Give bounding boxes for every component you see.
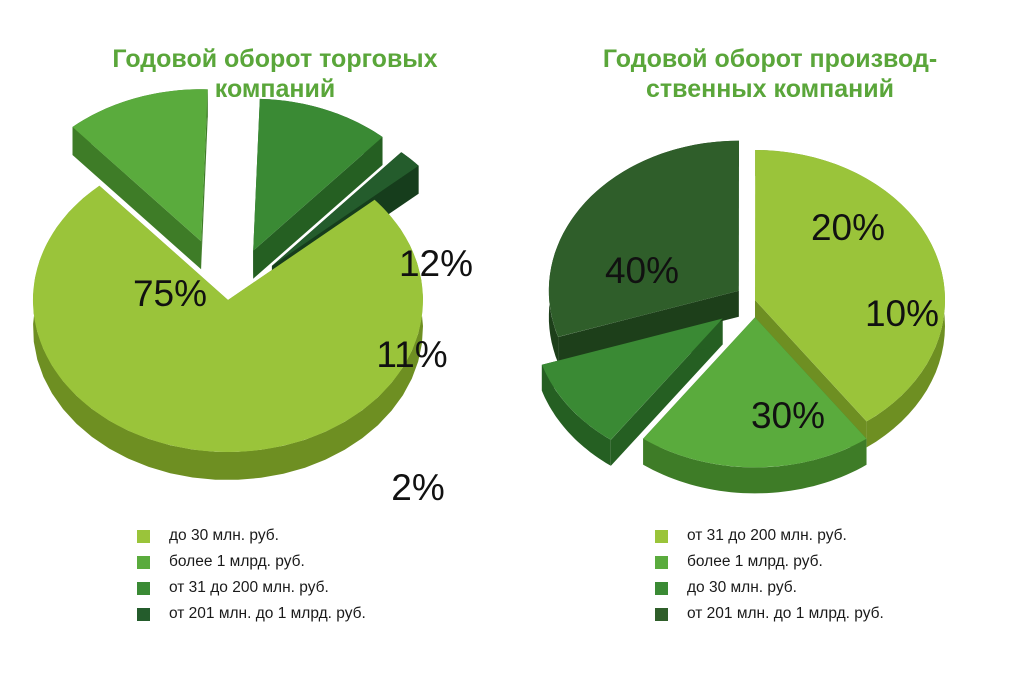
pie-0-slice-1-edge-0 [72,126,202,270]
legend-label: от 31 до 200 млн. руб. [687,527,847,544]
legend-swatch [137,555,150,569]
pie-1-slice-3-edge-0 [558,290,739,363]
legend-swatch [137,607,150,621]
pie-0-slice-0 [32,185,423,452]
left-pie-chart: 75% 12% 11% 2% [32,89,473,508]
legend-swatch [655,581,668,595]
pie-1-slice-1 [643,317,867,468]
pie-0-slice-3 [271,152,419,266]
pie-1-slice-0-label: 40% [605,250,679,291]
pie-1-slice-1-label: 20% [811,207,885,248]
pie-1-slice-3-label: 30% [751,395,825,436]
right-chart-title: Годовой оборот производ- ственных компан… [602,45,938,103]
legend-swatch [655,555,668,569]
legend-swatch [655,529,668,543]
legend-1-item-0: от 31 до 200 млн. руб. [655,523,884,549]
legend-0-item-1: более 1 млрд. руб. [137,549,366,575]
legend-1-item-2: до 30 млн. руб. [655,575,884,601]
pie-1-slice-2-label: 10% [865,293,939,334]
legend-0-item-0: до 30 млн. руб. [137,523,366,549]
legend-swatch [137,581,150,595]
pie-0-slice-0-label: 75% [133,273,207,314]
pie-1-slice-2-side [541,364,611,466]
legend-0-item-3: от 201 млн. до 1 млрд. руб. [137,601,366,627]
legend-swatch [137,529,150,543]
left-chart-title: Годовой оборот торговых компаний [112,45,438,103]
pie-1-slice-1-side [643,438,867,494]
legend-label: до 30 млн. руб. [687,579,797,596]
left-legend: до 30 млн. руб. более 1 млрд. руб. от 31 д… [137,523,366,627]
pie-0-slice-2-label: 11% [376,334,447,375]
pie-0-slice-2 [253,98,383,251]
right-legend: от 31 до 200 млн. руб. более 1 млрд. руб.… [655,523,884,627]
pie-0-slice-1 [72,89,208,242]
pie-0-slice-1-edge-1 [201,89,208,270]
legend-label: от 201 млн. до 1 млрд. руб. [687,605,884,622]
pie-1-slice-0 [755,150,946,422]
legend-1-item-1: более 1 млрд. руб. [655,549,884,575]
legend-label: от 201 млн. до 1 млрд. руб. [169,605,366,622]
legend-label: более 1 млрд. руб. [169,553,305,570]
pie-1-slice-3 [548,140,739,337]
legend-label: более 1 млрд. руб. [687,553,823,570]
pie-0-slice-2-edge-1 [253,137,383,279]
legend-label: до 30 млн. руб. [169,527,279,544]
legend-1-item-3: от 201 млн. до 1 млрд. руб. [655,601,884,627]
pie-1-slice-2 [541,318,723,440]
right-pie-chart: 40% 20% 10% 30% [541,140,946,494]
pie-0-slice-1-label: 12% [399,243,473,284]
pie-0-slice-3-label: 2% [391,467,444,508]
pie-1-slice-2-edge-0 [610,318,723,466]
legend-label: от 31 до 200 млн. руб. [169,579,329,596]
legend-swatch [655,607,668,621]
legend-0-item-2: от 31 до 200 млн. руб. [137,575,366,601]
